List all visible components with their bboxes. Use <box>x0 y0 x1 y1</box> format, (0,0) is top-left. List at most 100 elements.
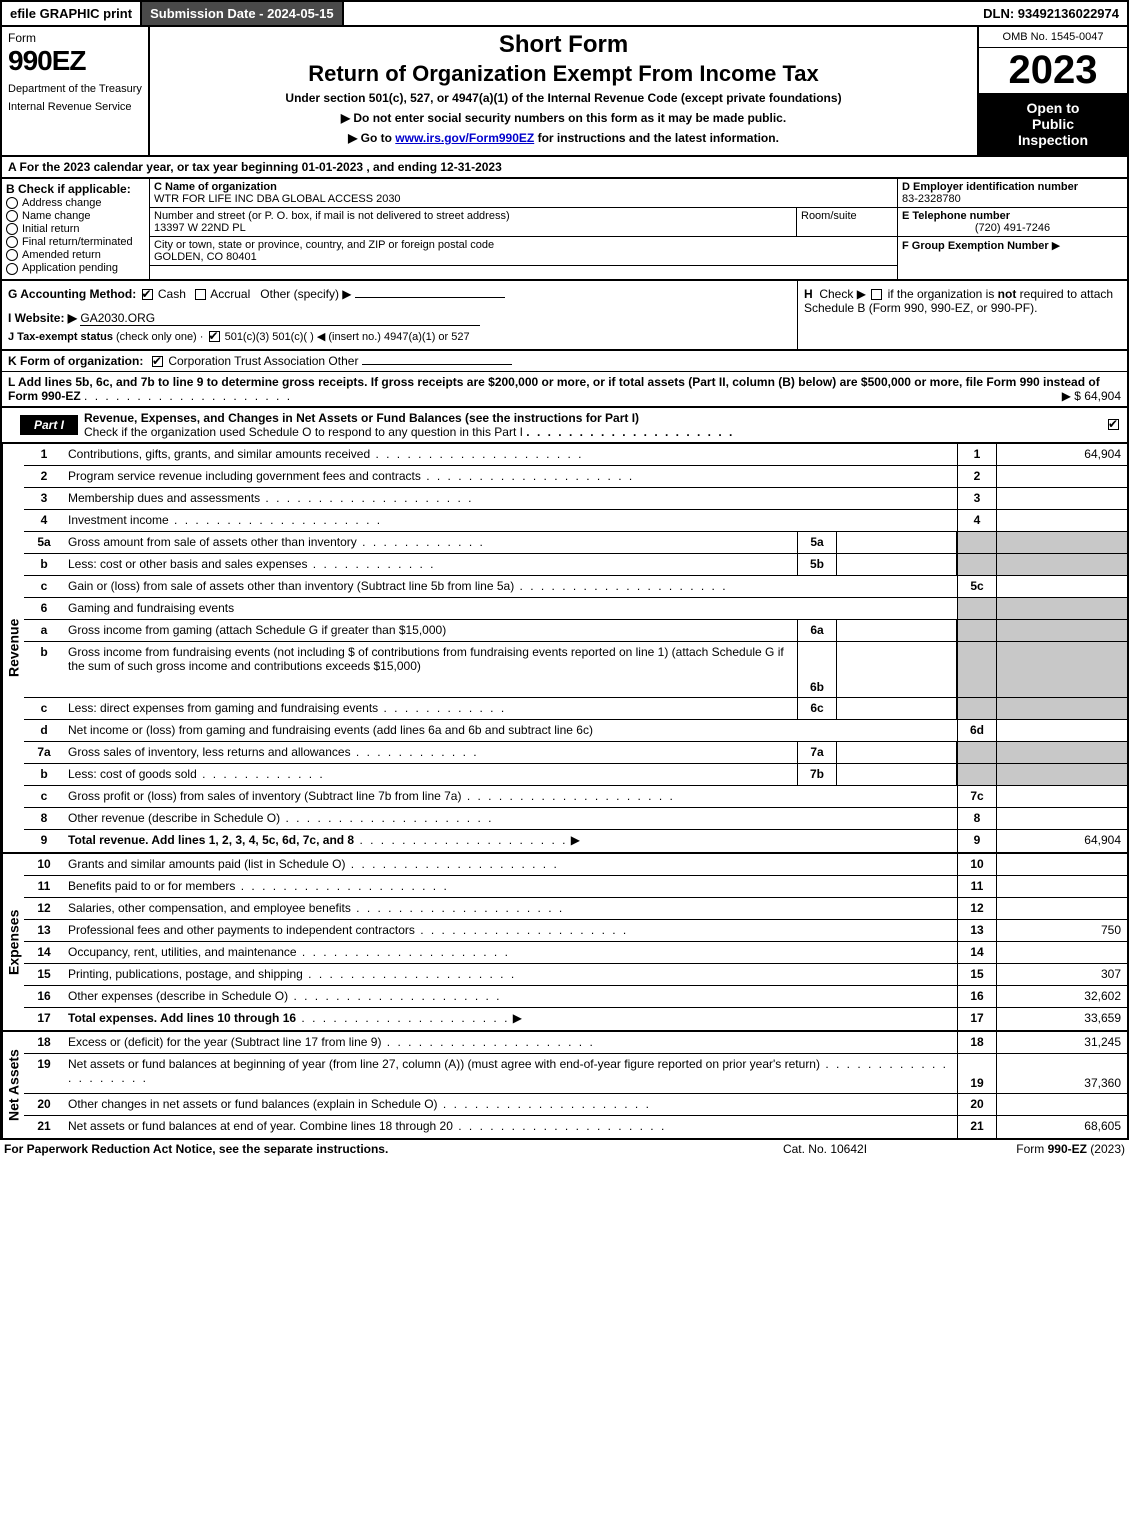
ln: 21 <box>957 1116 997 1138</box>
n: 6 <box>24 598 64 619</box>
amt <box>997 510 1127 531</box>
dept-treasury: Department of the Treasury <box>8 83 142 95</box>
chk-accrual[interactable] <box>195 289 206 300</box>
amt: 64,904 <box>997 444 1127 465</box>
n: 11 <box>24 876 64 897</box>
expenses-body: 10Grants and similar amounts paid (list … <box>24 854 1127 1030</box>
d: Other expenses (describe in Schedule O) <box>64 986 957 1007</box>
amt <box>997 642 1127 697</box>
open-line1: Open to <box>981 100 1125 116</box>
amt: 31,245 <box>997 1032 1127 1053</box>
netassets-sidelabel: Net Assets <box>2 1032 24 1138</box>
line-h-label: H <box>804 287 813 301</box>
footer-catno: Cat. No. 10642I <box>725 1142 925 1156</box>
accrual-label: Accrual <box>210 287 250 301</box>
part-i-title: Revenue, Expenses, and Changes in Net As… <box>78 408 1106 442</box>
chk-final-return[interactable]: Final return/terminated <box>6 236 145 248</box>
d: Contributions, gifts, grants, and simila… <box>64 444 957 465</box>
ln: 5c <box>957 576 997 597</box>
amt <box>997 808 1127 829</box>
d: Membership dues and assessments <box>64 488 957 509</box>
n: 1 <box>24 444 64 465</box>
n: 15 <box>24 964 64 985</box>
revenue-body: 1Contributions, gifts, grants, and simil… <box>24 444 1127 852</box>
amt <box>997 554 1127 575</box>
ln: 9 <box>957 830 997 852</box>
dots <box>84 389 292 403</box>
sn: 7b <box>797 764 837 785</box>
tel-val: (720) 491-7246 <box>902 222 1123 234</box>
n: 9 <box>24 830 64 852</box>
amt <box>997 764 1127 785</box>
chk-501c3[interactable] <box>209 331 220 342</box>
n: 21 <box>24 1116 64 1138</box>
line-j-label: J Tax-exempt status <box>8 331 113 343</box>
box-bcdef: B Check if applicable: Address change Na… <box>0 179 1129 281</box>
line-i-label: I Website: ▶ <box>8 311 77 325</box>
footer-right: Form 990-EZ (2023) <box>925 1142 1125 1156</box>
n: 13 <box>24 920 64 941</box>
dots <box>296 1011 509 1025</box>
d: Net income or (loss) from gaming and fun… <box>64 720 957 741</box>
other-line[interactable] <box>355 297 505 298</box>
line-j-sub: (check only one) · <box>116 331 203 343</box>
sv <box>837 764 957 785</box>
short-form-title: Short Form <box>156 31 971 59</box>
d: Other changes in net assets or fund bala… <box>64 1094 957 1115</box>
r9-text: Total revenue. Add lines 1, 2, 3, 4, 5c,… <box>68 833 354 847</box>
open-to-public: Open to Public Inspection <box>979 94 1127 155</box>
addr-val: 13397 W 22ND PL <box>154 222 246 234</box>
d: Gaming and fundraising events <box>64 598 957 619</box>
chk-initial-return[interactable]: Initial return <box>6 223 145 235</box>
omb-number: OMB No. 1545-0047 <box>979 27 1127 48</box>
box-def: D Employer identification number 83-2328… <box>897 179 1127 279</box>
amt <box>997 698 1127 719</box>
ln <box>957 742 997 763</box>
d: Gross amount from sale of assets other t… <box>64 532 797 553</box>
irs-link[interactable]: www.irs.gov/Form990EZ <box>395 131 534 145</box>
n: 7a <box>24 742 64 763</box>
d: Less: cost of goods sold <box>64 764 797 785</box>
r17-text: Total expenses. Add lines 10 through 16 <box>68 1011 296 1025</box>
n: 20 <box>24 1094 64 1115</box>
ein-val: 83-2328780 <box>902 193 961 205</box>
under-section: Under section 501(c), 527, or 4947(a)(1)… <box>156 91 971 105</box>
chk-address-change[interactable]: Address change <box>6 197 145 209</box>
ln <box>957 698 997 719</box>
ln: 11 <box>957 876 997 897</box>
box-b: B Check if applicable: Address change Na… <box>2 179 150 279</box>
box-c: C Name of organization WTR FOR LIFE INC … <box>150 179 897 279</box>
chk-schedule-o[interactable] <box>1108 419 1119 430</box>
d: Investment income <box>64 510 957 531</box>
amt <box>997 942 1127 963</box>
amt <box>997 854 1127 875</box>
part-i-title-text: Revenue, Expenses, and Changes in Net As… <box>84 411 639 425</box>
chk-amended-return[interactable]: Amended return <box>6 249 145 261</box>
amt <box>997 720 1127 741</box>
amt: 307 <box>997 964 1127 985</box>
room-suite: Room/suite <box>797 208 897 236</box>
amt <box>997 466 1127 487</box>
chk-corporation[interactable] <box>152 356 163 367</box>
sv <box>837 620 957 641</box>
chk-schedule-b[interactable] <box>871 289 882 300</box>
chk-application-pending[interactable]: Application pending <box>6 262 145 274</box>
amt <box>997 898 1127 919</box>
line-k-other[interactable] <box>362 364 512 365</box>
dots <box>354 833 567 847</box>
ln <box>957 532 997 553</box>
ln: 7c <box>957 786 997 807</box>
n: 16 <box>24 986 64 1007</box>
d: Grants and similar amounts paid (list in… <box>64 854 957 875</box>
open-line2: Public <box>981 116 1125 132</box>
netassets-body: 18Excess or (deficit) for the year (Subt… <box>24 1032 1127 1138</box>
open-line3: Inspection <box>981 132 1125 148</box>
chk-name-change[interactable]: Name change <box>6 210 145 222</box>
form-id-box: Form 990EZ Department of the Treasury In… <box>2 27 150 155</box>
amt: 32,602 <box>997 986 1127 1007</box>
chk-cash[interactable] <box>142 289 153 300</box>
ln: 15 <box>957 964 997 985</box>
bullet-goto: ▶ Go to www.irs.gov/Form990EZ for instru… <box>156 131 971 145</box>
ln: 10 <box>957 854 997 875</box>
d: Salaries, other compensation, and employ… <box>64 898 957 919</box>
